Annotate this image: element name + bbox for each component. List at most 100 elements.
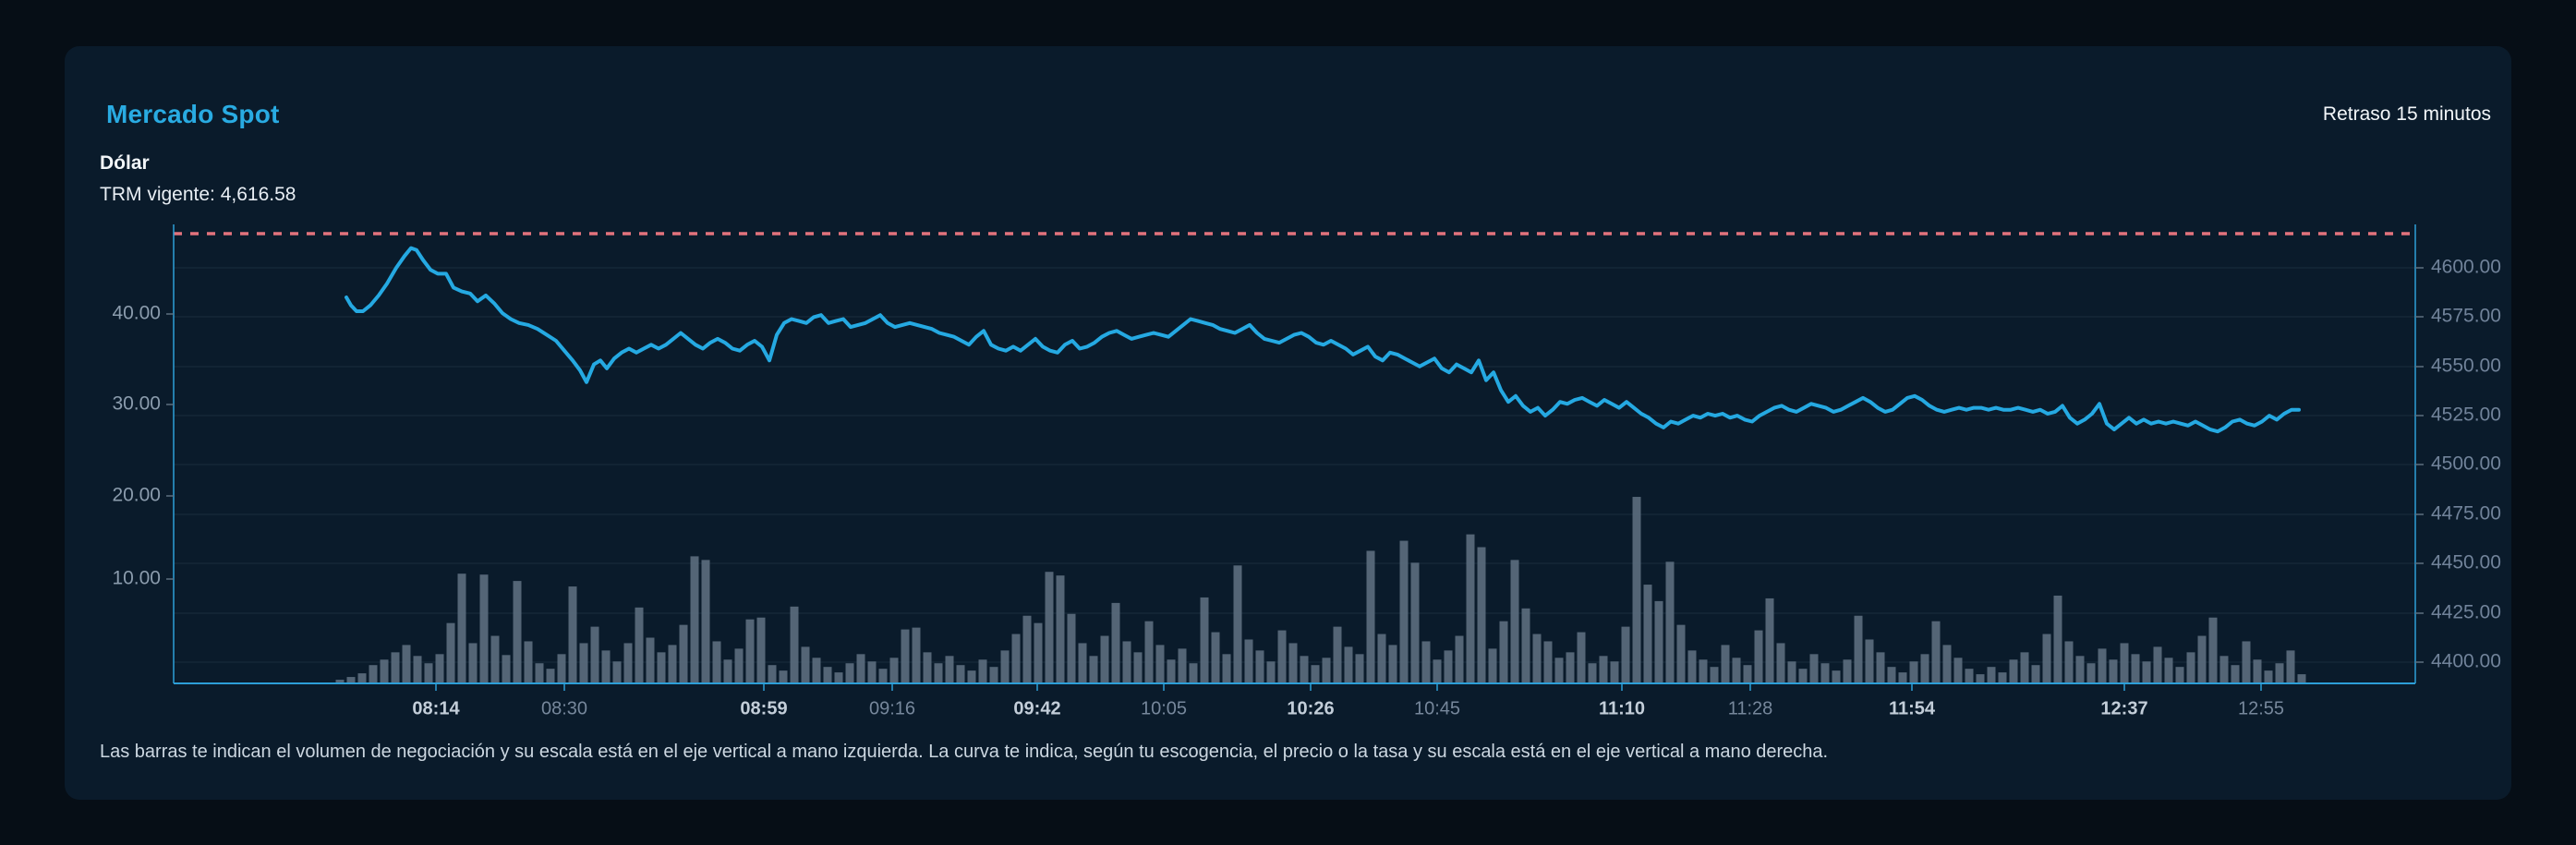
volume-bar <box>856 654 865 683</box>
volume-bar <box>635 607 644 683</box>
volume-bar <box>435 654 444 683</box>
volume-bar <box>657 652 666 683</box>
volume-bar <box>579 643 588 683</box>
x-axis-label: 12:55 <box>2238 698 2284 718</box>
x-axis-label: 08:59 <box>740 698 787 718</box>
volume-bar <box>823 667 832 683</box>
left-axis-label: 20.00 <box>112 485 161 506</box>
volume-bar <box>646 637 655 683</box>
volume-bar <box>1987 667 1996 683</box>
page-title: Mercado Spot <box>106 100 280 128</box>
volume-bar <box>2120 643 2129 683</box>
volume-bar <box>1022 615 1032 683</box>
volume-bar <box>1510 560 1519 683</box>
volume-bar <box>1178 648 1187 683</box>
volume-bar <box>2242 641 2251 683</box>
volume-bar <box>1355 654 1364 683</box>
volume-bar <box>479 574 489 683</box>
volume-bar <box>1843 659 1852 683</box>
volume-bar <box>1832 670 1841 683</box>
volume-bar <box>612 661 622 683</box>
volume-bar <box>2086 663 2096 683</box>
volume-bar <box>1765 598 1774 683</box>
volume-bar <box>779 670 788 683</box>
volume-bar <box>1687 650 1697 683</box>
volume-bar <box>1566 652 1575 683</box>
volume-bar <box>867 661 877 683</box>
x-axis-label: 10:26 <box>1287 698 1334 718</box>
volume-bar <box>535 663 544 683</box>
volume-bar <box>1011 634 1021 683</box>
volume-bar <box>2131 654 2140 683</box>
volume-bar <box>1632 497 1641 683</box>
volume-bar <box>1665 561 1675 683</box>
volume-bar <box>1543 641 1553 683</box>
volume-bar <box>1311 665 1320 683</box>
volume-bar <box>1288 643 1298 683</box>
volume-bar <box>701 560 710 683</box>
volume-bar <box>912 627 921 683</box>
volume-bar <box>801 646 810 683</box>
volume-bar <box>1654 600 1663 683</box>
volume-bar <box>1998 672 2007 683</box>
volume-bar <box>2142 661 2151 683</box>
volume-bar <box>1211 632 1220 683</box>
volume-bar <box>2297 674 2306 683</box>
volume-bar <box>1931 621 1941 683</box>
right-axis-label: 4525.00 <box>2431 404 2501 426</box>
volume-bar <box>424 663 433 683</box>
x-axis-label: 11:10 <box>1599 698 1645 718</box>
volume-bar <box>1621 626 1630 683</box>
volume-bar <box>1477 547 1486 683</box>
volume-bar <box>1920 654 1929 683</box>
volume-bar <box>1333 626 1342 683</box>
volume-bar <box>790 606 799 683</box>
volume-bar <box>524 641 533 683</box>
volume-bar <box>1643 585 1652 683</box>
volume-bar <box>1532 634 1542 683</box>
volume-bar <box>2153 646 2162 683</box>
volume-bar <box>1000 650 1010 683</box>
volume-bar <box>457 573 466 683</box>
price-line <box>345 246 2301 434</box>
x-axis-label: 12:37 <box>2100 698 2147 718</box>
volume-bar <box>1344 646 1353 683</box>
volume-bar <box>679 624 688 683</box>
volume-bar <box>1865 639 1874 683</box>
volume-bar <box>1222 654 1231 683</box>
volume-bar <box>889 658 899 683</box>
volume-bar <box>756 617 766 683</box>
volume-bar <box>1776 643 1785 683</box>
volume-bar <box>1255 650 1264 683</box>
volume-bar <box>1554 658 1564 683</box>
volume-bar <box>1754 630 1763 683</box>
volume-bar <box>369 665 378 683</box>
volume-bar <box>357 673 367 683</box>
volume-bar <box>2009 659 2018 683</box>
volume-bar <box>1787 661 1796 683</box>
right-axis-label: 4475.00 <box>2431 503 2501 525</box>
delay-label: Retraso 15 minutos <box>2322 103 2491 125</box>
volume-bar <box>1266 661 1276 683</box>
volume-bar <box>413 656 422 683</box>
volume-bar <box>2053 595 2062 683</box>
right-axis-label: 4450.00 <box>2431 552 2501 573</box>
volume-bar <box>1499 621 1508 683</box>
volume-bar <box>468 643 478 683</box>
volume-bar <box>2109 659 2118 683</box>
volume-bar <box>1277 630 1287 683</box>
volume-bar <box>2208 617 2218 683</box>
volume-bar <box>1200 597 1209 683</box>
left-axis-label: 10.00 <box>112 568 161 589</box>
volume-bar <box>490 635 500 683</box>
volume-bar <box>1388 645 1397 683</box>
left-axis-label: 30.00 <box>112 393 161 415</box>
volume-bar <box>1676 624 1686 683</box>
volume-bar <box>2175 667 2184 683</box>
volume-bar <box>1089 656 1098 683</box>
x-axis-label: 11:54 <box>1889 698 1936 718</box>
volume-bar <box>978 659 987 683</box>
volume-bar <box>1965 669 1974 683</box>
volume-bar <box>1322 658 1331 683</box>
